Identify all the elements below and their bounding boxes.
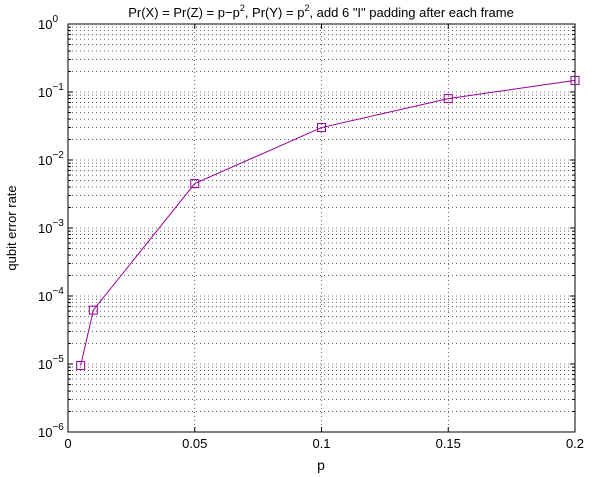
data-point-marker <box>443 94 453 104</box>
x-tick-label: 0.15 <box>436 436 461 451</box>
data-point-marker <box>88 305 98 315</box>
data-point-marker <box>190 179 200 189</box>
y-tick-label: 10−3 <box>38 218 64 236</box>
y-tick-label: 100 <box>38 14 58 32</box>
grid <box>68 24 575 432</box>
data-point-marker <box>570 75 580 85</box>
y-tick-label: 10−1 <box>38 82 64 100</box>
y-tick-label: 10−2 <box>38 150 64 168</box>
x-tick-label: 0.05 <box>182 436 207 451</box>
y-tick-label: 10−4 <box>38 286 64 304</box>
y-tick-label: 10−6 <box>38 422 64 440</box>
y-tick-label: 10−5 <box>38 354 64 372</box>
data-point-marker <box>76 361 86 371</box>
axis-ticks: 0 0.05 0.1 0.15 0.2 10−6 10−5 10−4 10−3 10−2 10−1 1… <box>38 14 584 451</box>
series-line <box>80 79 576 366</box>
x-tick-label: 0.2 <box>566 436 584 451</box>
y-axis-label: qubit error rate <box>4 185 19 270</box>
x-tick-label: 0.1 <box>312 436 330 451</box>
x-axis-label: p <box>317 457 325 473</box>
data-point-marker <box>317 123 326 133</box>
series-group <box>76 75 580 371</box>
x-tick-label: 0 <box>64 436 71 451</box>
chart-title: Pr(X) = Pr(Z) = p−p2, Pr(Y) = p2, add 6 … <box>128 3 514 20</box>
